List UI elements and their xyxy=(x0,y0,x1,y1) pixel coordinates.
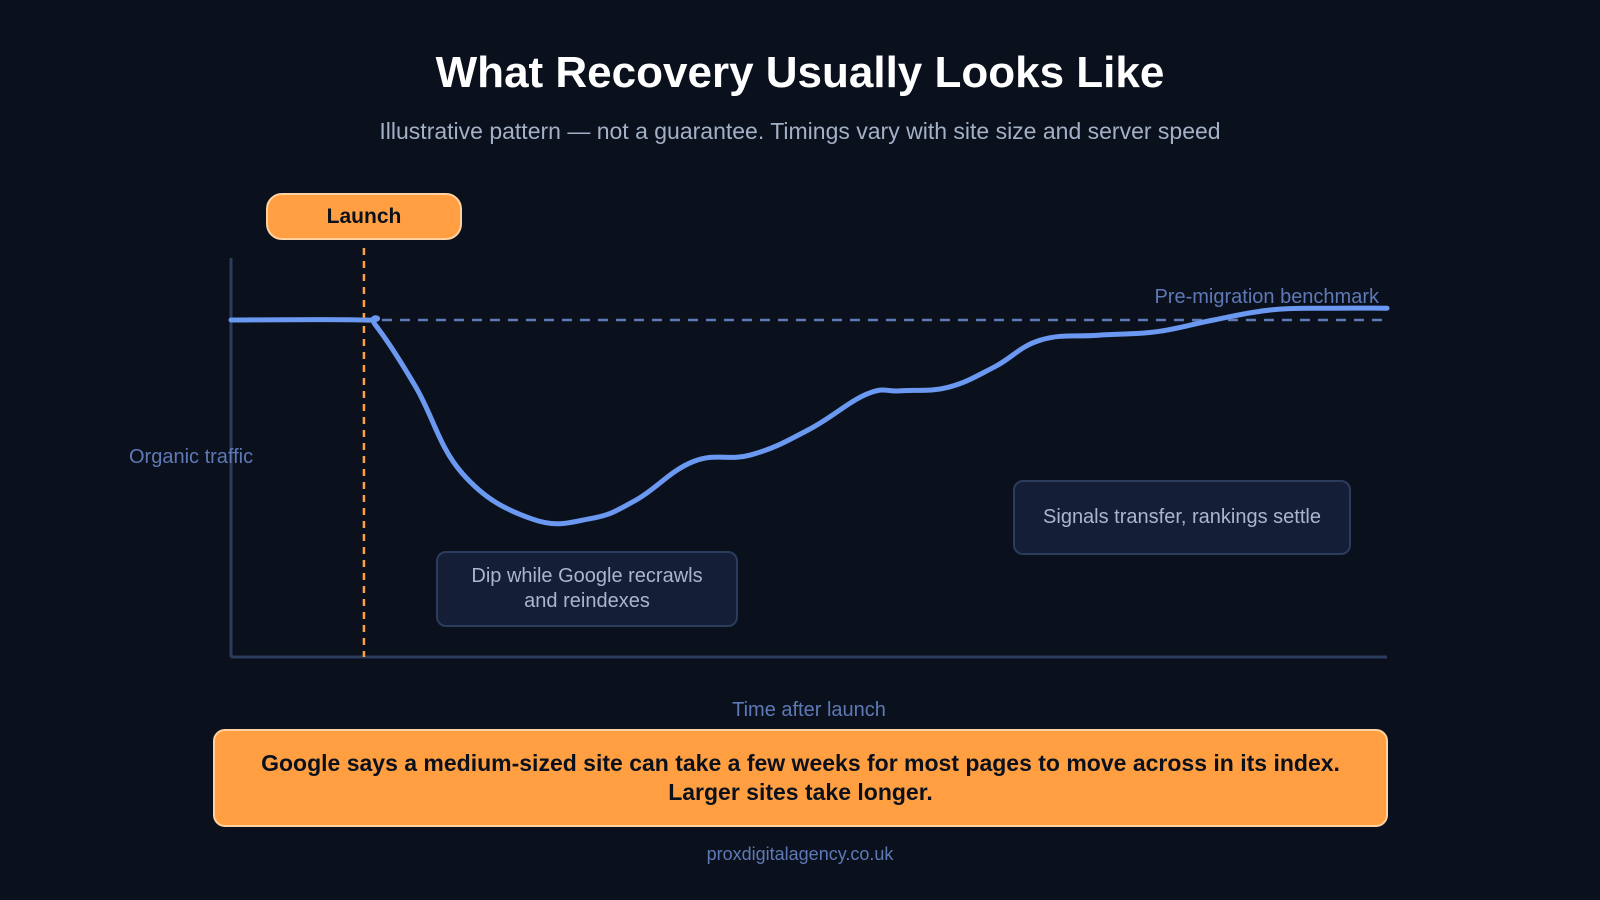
callout-settle: Signals transfer, rankings settle xyxy=(1013,480,1351,555)
footer-url: proxdigitalagency.co.uk xyxy=(706,844,894,864)
y-axis-label: Organic traffic xyxy=(129,446,253,468)
benchmark-label: Pre-migration benchmark xyxy=(1154,286,1380,308)
callout-dip: Dip while Google recrawls and reindexes xyxy=(436,551,738,627)
chart-title: What Recovery Usually Looks Like xyxy=(435,48,1165,97)
traffic-series-line xyxy=(228,305,1390,527)
chart-subtitle: Illustrative pattern — not a guarantee. … xyxy=(379,118,1221,144)
info-banner: Google says a medium-sized site can take… xyxy=(213,729,1388,827)
x-axis-label: Time after launch xyxy=(732,699,886,721)
launch-badge: Launch xyxy=(266,193,462,240)
